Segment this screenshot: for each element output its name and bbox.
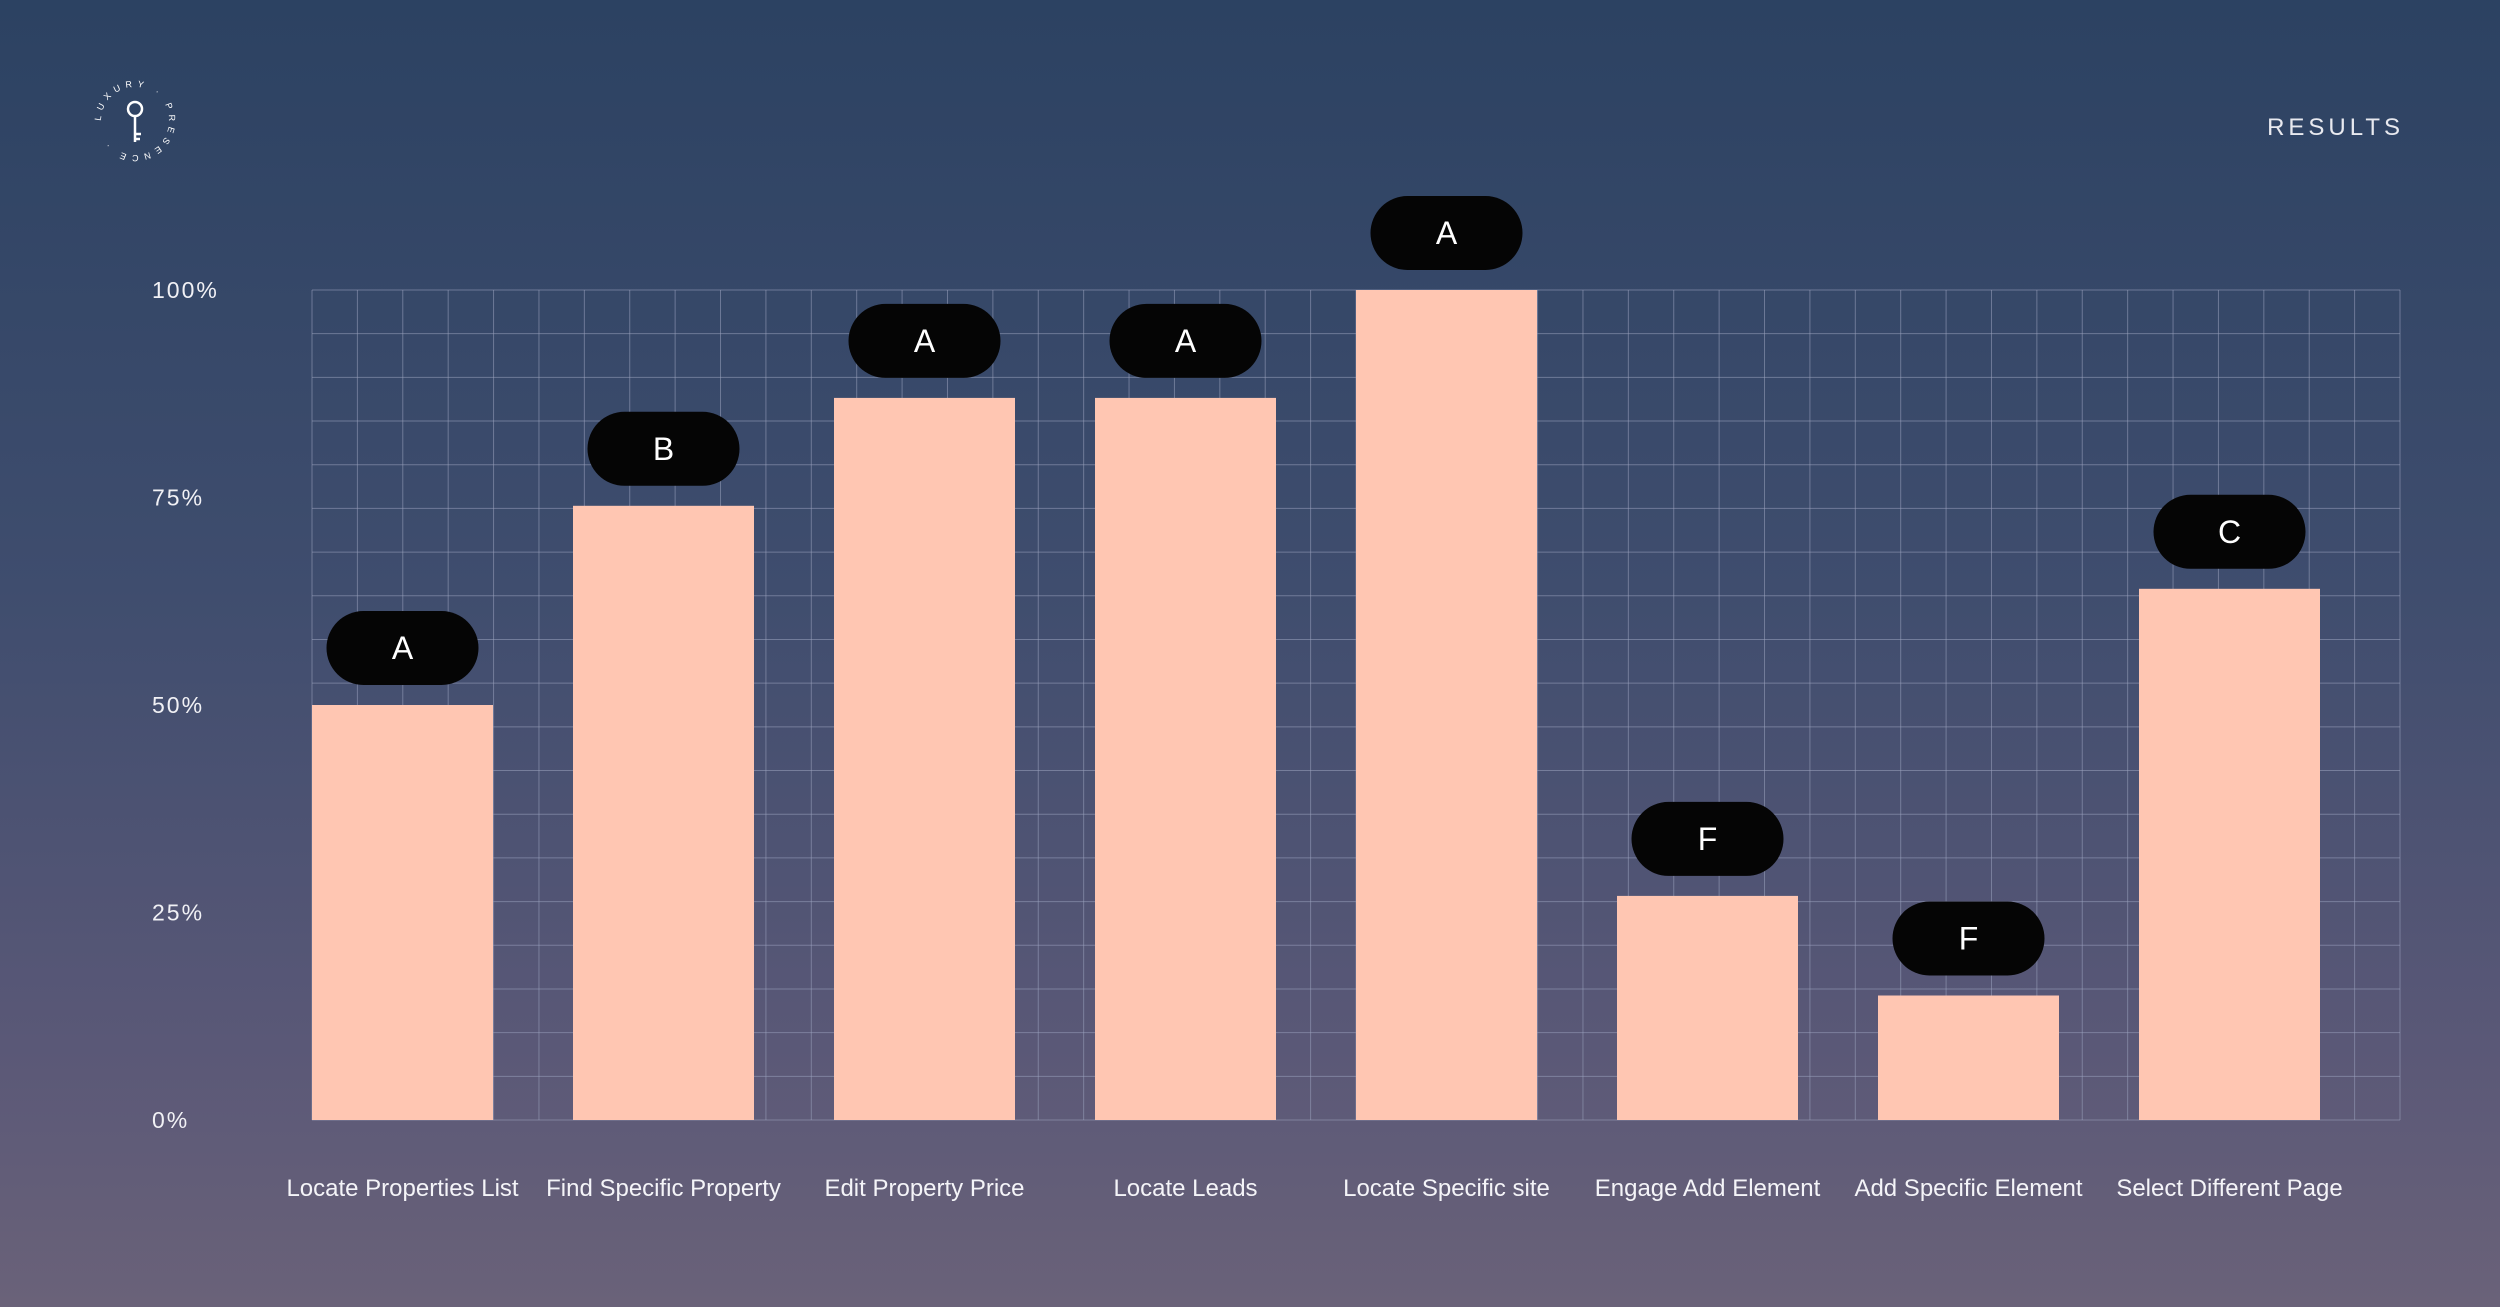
x-axis-label: Locate Specific site [1343,1175,1550,1202]
grade-badge [1370,196,1523,270]
x-axis-label: Engage Add Element [1595,1175,1821,1202]
grade-badge [1109,303,1262,378]
grade-label: A [392,630,414,666]
bar [1617,895,1798,1120]
grade-label: A [1436,215,1458,251]
grade-badge [1892,901,2045,976]
chart-bars [312,290,2320,1120]
bar [834,397,1015,1120]
grade-label: B [653,431,674,467]
x-axis-label: Select Different Page [2116,1175,2342,1202]
x-axis-label: Find Specific Property [546,1175,781,1202]
results-label: RESULTS [2267,114,2404,141]
bar [2139,588,2320,1120]
x-axis-label: Add Specific Element [1854,1175,2082,1202]
bar [1095,397,1276,1120]
grade-badge [326,611,479,685]
key-icon [126,100,144,142]
grade-badge [848,303,1001,378]
x-axis-labels: Locate Properties List Find Specific Prop… [286,1175,2342,1202]
y-tick-label: 50% [152,692,204,718]
grade-badge [2153,494,2306,569]
grade-badge [1631,801,1784,876]
y-tick-label: 25% [152,900,204,926]
grade-badges: A B A A A F F C [326,196,2306,976]
grade-label: A [1175,323,1197,359]
x-axis-label: Locate Properties List [286,1175,518,1202]
grade-label: A [914,323,936,359]
bar [1878,995,2059,1120]
bar [312,705,493,1120]
y-tick-label: 0% [152,1107,189,1133]
bar [573,505,754,1120]
luxury-presence-logo: LUXURY · PRESENCE · [93,79,172,164]
y-axis-ticks: 100% 75% 50% 25% 0% [152,277,219,1133]
grade-label: F [1959,921,1979,957]
x-axis-label: Edit Property Price [824,1175,1024,1202]
grade-label: C [2218,514,2241,550]
y-tick-label: 100% [152,277,219,303]
grade-label: F [1698,821,1718,857]
bar [1356,290,1537,1120]
y-tick-label: 75% [152,485,204,511]
x-axis-label: Locate Leads [1113,1175,1257,1202]
grade-badge [587,411,740,486]
